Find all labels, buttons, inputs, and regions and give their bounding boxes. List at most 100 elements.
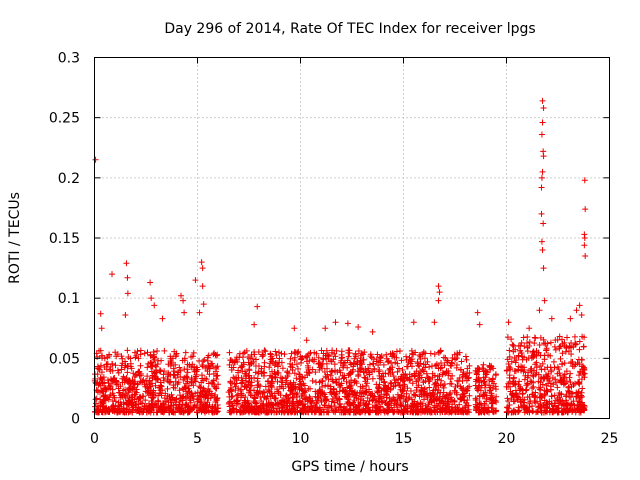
data-point — [424, 392, 431, 399]
data-point — [493, 393, 500, 400]
data-point — [355, 371, 362, 378]
data-point — [119, 375, 126, 382]
data-point — [136, 368, 143, 375]
data-point — [547, 339, 554, 346]
x-axis-label: GPS time / hours — [291, 459, 408, 475]
data-point — [188, 353, 195, 360]
data-point — [561, 360, 568, 367]
data-point — [161, 404, 168, 411]
data-point — [122, 312, 129, 319]
data-point — [481, 379, 488, 386]
data-point — [115, 369, 122, 376]
data-point — [363, 382, 370, 389]
data-point — [144, 373, 151, 380]
data-point — [112, 349, 119, 356]
data-point — [445, 372, 452, 379]
data-point — [389, 351, 396, 358]
data-point — [282, 393, 289, 400]
data-point — [177, 367, 184, 374]
data-point — [228, 357, 235, 364]
data-point — [511, 380, 518, 387]
data-point — [402, 398, 409, 405]
data-point — [130, 380, 137, 387]
data-point — [203, 376, 210, 383]
data-point — [288, 388, 295, 395]
data-point — [559, 361, 566, 368]
data-point — [328, 405, 335, 412]
data-point — [575, 378, 582, 385]
data-point — [576, 395, 583, 402]
data-point — [541, 397, 548, 404]
data-point — [329, 395, 336, 402]
data-point — [544, 373, 551, 380]
x-tick-label: 0 — [90, 431, 99, 447]
data-point — [277, 392, 284, 399]
data-point — [135, 395, 142, 402]
x-tick-label: 10 — [292, 431, 310, 447]
data-point — [529, 372, 536, 379]
data-point — [214, 351, 221, 358]
data-point — [159, 408, 166, 415]
data-point — [506, 363, 513, 370]
data-point — [134, 348, 141, 355]
data-point — [161, 368, 168, 375]
data-point — [100, 397, 107, 404]
x-tick-label: 15 — [395, 431, 413, 447]
data-point — [573, 389, 580, 396]
data-point — [507, 365, 514, 372]
data-point — [578, 312, 585, 319]
data-point — [152, 376, 159, 383]
data-point — [135, 355, 142, 362]
data-point — [442, 370, 449, 377]
data-point — [424, 408, 431, 415]
data-point — [127, 360, 134, 367]
data-point — [556, 333, 563, 340]
data-point — [152, 389, 159, 396]
data-point — [332, 407, 339, 414]
data-point — [481, 392, 488, 399]
data-point — [375, 403, 382, 410]
data-point — [576, 346, 583, 353]
data-point — [540, 409, 547, 416]
data-point — [377, 354, 384, 361]
data-point — [559, 350, 566, 357]
data-point — [564, 334, 571, 341]
data-point — [97, 374, 104, 381]
data-point — [447, 389, 454, 396]
data-point — [294, 365, 301, 372]
data-point — [112, 362, 119, 369]
data-point — [92, 396, 99, 403]
data-point — [359, 406, 366, 413]
data-point — [557, 378, 564, 385]
data-point — [199, 265, 206, 272]
data-point — [124, 347, 131, 354]
data-point — [390, 373, 397, 380]
data-point — [354, 390, 361, 397]
data-point — [241, 349, 248, 356]
data-point — [538, 238, 545, 245]
data-point — [206, 388, 213, 395]
data-point — [540, 340, 547, 347]
data-point — [384, 409, 391, 416]
data-point — [147, 383, 154, 390]
data-point — [581, 370, 588, 377]
data-point — [180, 386, 187, 393]
data-point — [330, 386, 337, 393]
data-point — [481, 384, 488, 391]
data-point — [356, 359, 363, 366]
data-point — [380, 361, 387, 368]
data-point — [124, 369, 131, 376]
data-point — [447, 396, 454, 403]
y-tick-label: 0.2 — [58, 171, 80, 187]
data-point — [520, 334, 527, 341]
data-point — [235, 391, 242, 398]
data-point — [346, 400, 353, 407]
data-point — [201, 356, 208, 363]
data-point — [408, 356, 415, 363]
data-point — [369, 390, 376, 397]
data-point — [417, 351, 424, 358]
data-point — [580, 343, 587, 350]
data-point — [137, 399, 144, 406]
data-point — [288, 350, 295, 357]
data-point — [291, 370, 298, 377]
